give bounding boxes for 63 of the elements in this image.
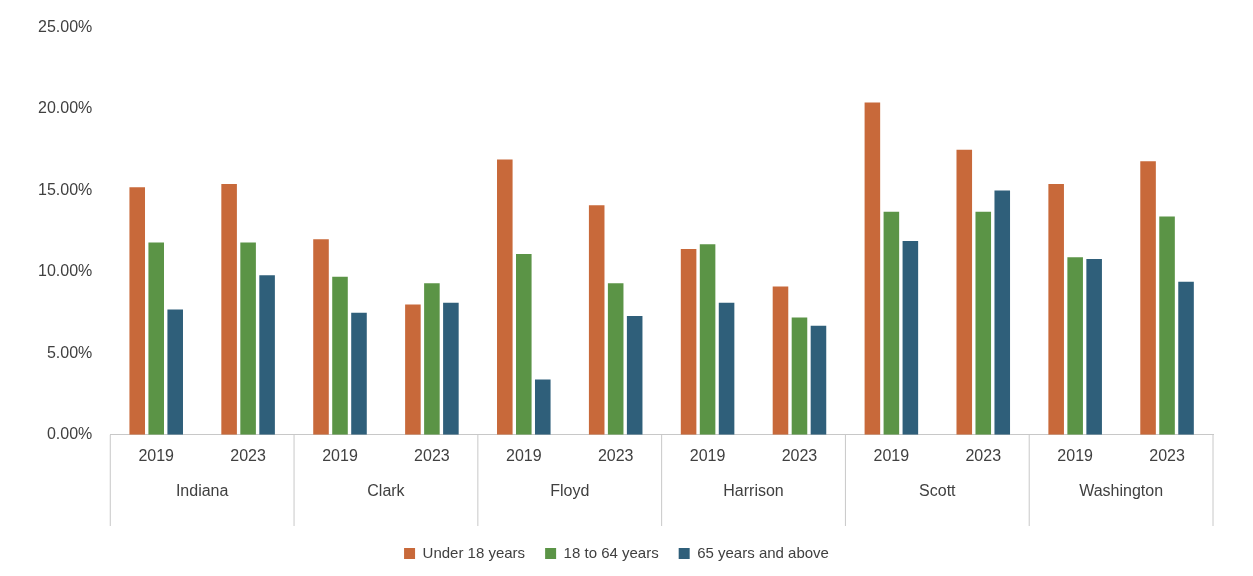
x-tick-label: 2019: [689, 446, 726, 464]
bar: [994, 190, 1011, 435]
y-tick-label: 15.00%: [38, 180, 93, 198]
bar: [864, 102, 881, 435]
text: Clark: [367, 482, 406, 500]
text: Washington: [1079, 482, 1164, 500]
bar: [902, 240, 919, 435]
bar: [221, 183, 237, 435]
bar: [1140, 161, 1156, 435]
x-tick-label: 2023: [230, 446, 267, 464]
bar: [699, 244, 716, 435]
bar: [405, 304, 421, 435]
x-tick-label: 2023: [1149, 446, 1185, 464]
bar: [956, 149, 973, 435]
bar: [332, 276, 348, 435]
x-tick-label: 2023: [781, 446, 818, 464]
x-tick-label: 2019: [138, 446, 175, 464]
bar: [129, 187, 146, 435]
bar: [1178, 281, 1194, 435]
y-tick-label: 5.00%: [46, 343, 93, 361]
y-tick-label: 25.00%: [38, 18, 93, 36]
bar: [443, 302, 459, 435]
text: Floyd: [550, 482, 590, 500]
text: Harrison: [723, 482, 784, 500]
x-tick-label: 2019: [322, 446, 358, 464]
bar: [1067, 257, 1083, 435]
bar: [167, 309, 183, 435]
text: Indiana: [175, 482, 229, 500]
bar: [607, 283, 624, 435]
bar: [626, 315, 643, 435]
bar: [313, 239, 329, 435]
x-tick-label: 2023: [414, 446, 450, 464]
x-tick-label: 2023: [965, 446, 1002, 464]
bar: [883, 211, 900, 435]
text: Scott: [919, 482, 957, 500]
y-tick-label: 20.00%: [38, 99, 93, 117]
bar: [535, 379, 551, 435]
x-tick-label: 2019: [505, 446, 542, 464]
bar: [791, 317, 808, 435]
bar: [424, 283, 440, 435]
bar: [588, 205, 605, 435]
legend-label: 18 to 64 years: [563, 543, 659, 561]
bar: [810, 325, 827, 435]
x-tick-label: 2019: [1057, 446, 1094, 464]
bar: [1086, 258, 1102, 435]
bar: [240, 242, 256, 435]
y-tick-label: 10.00%: [38, 262, 93, 280]
legend-label: 65 years and above: [697, 543, 829, 561]
bar: [497, 159, 513, 435]
legend-label: Under 18 years: [422, 543, 526, 561]
bar: [148, 242, 164, 435]
bar: [680, 249, 697, 435]
bar: [516, 254, 532, 435]
bar: [975, 211, 992, 435]
bar: [351, 312, 367, 435]
x-tick-label: 2023: [597, 446, 634, 464]
bar: [1048, 183, 1064, 435]
bar: [259, 275, 275, 435]
bar: [772, 286, 789, 435]
y-tick-label: 0.00%: [46, 425, 93, 443]
bar: [1159, 216, 1175, 435]
bar: [718, 302, 735, 435]
x-tick-label: 2019: [873, 446, 910, 464]
